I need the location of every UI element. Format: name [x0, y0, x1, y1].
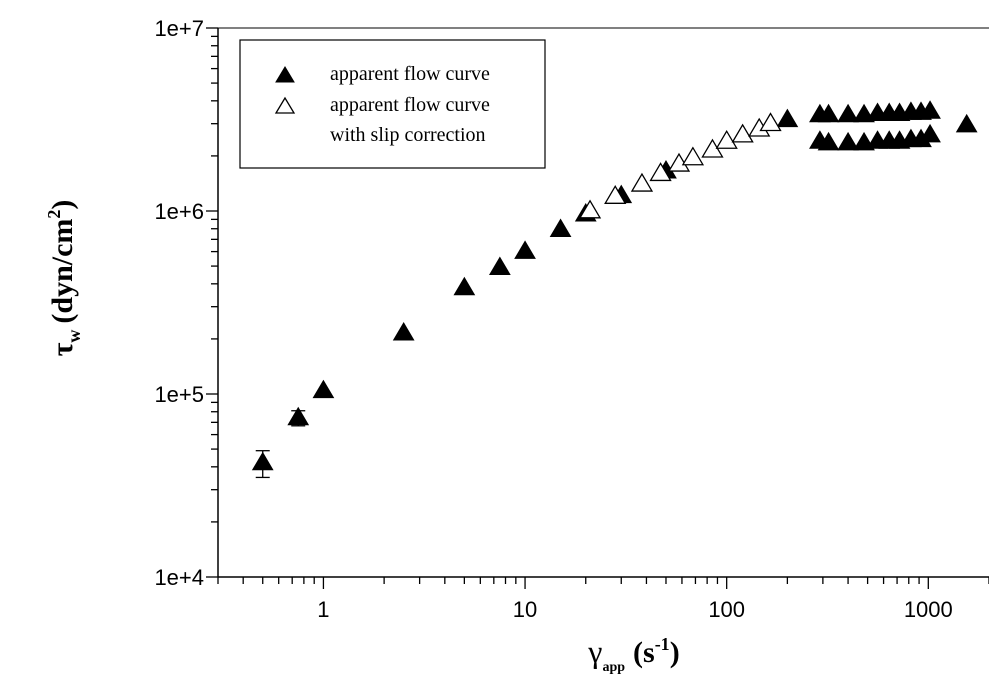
data-point-apparent	[837, 103, 859, 123]
y-axis-label-unit: (dyn/cm	[46, 219, 79, 324]
x-axis-label-symbol: γ	[587, 633, 602, 669]
y-axis-label-close: )	[46, 200, 79, 210]
data-point-apparent	[453, 276, 476, 296]
y-axis-label-exponent: 2	[44, 210, 64, 219]
data-point-slip-corrected	[715, 129, 738, 149]
data-point-apparent	[514, 240, 536, 259]
data-point-apparent	[287, 406, 310, 426]
axis-ticks	[206, 27, 989, 589]
data-point-slip-corrected	[578, 199, 602, 219]
y-tick-label: 1e+6	[154, 199, 204, 224]
data-point-apparent	[488, 256, 511, 275]
data-point-slip-corrected	[630, 172, 654, 192]
y-tick-label: 1e+7	[154, 16, 204, 41]
tick-labels: 1 10 100 1000 1e+4 1e+5 1e+6 1e+7	[154, 16, 952, 622]
data-point-slip-corrected	[681, 146, 705, 166]
legend-marker-filled-triangle	[275, 66, 295, 83]
x-tick-label: 10	[513, 597, 537, 622]
y-axis-label: τw (dyn/cm2)	[44, 200, 84, 357]
data-point-apparent	[919, 123, 941, 143]
data-points	[251, 100, 978, 471]
legend: apparent flow curve apparent flow curve w…	[239, 39, 546, 169]
legend-box	[239, 39, 546, 169]
x-axis-label-exponent: -1	[655, 634, 670, 654]
data-point-apparent	[392, 321, 415, 341]
x-tick-label: 100	[708, 597, 745, 622]
data-point-apparent	[919, 100, 941, 119]
data-point-apparent	[837, 131, 859, 151]
x-axis-label-close: )	[670, 636, 680, 669]
y-axis-label-symbol: τ	[46, 342, 79, 356]
x-tick-label: 1000	[904, 597, 953, 622]
data-point-slip-corrected	[731, 123, 754, 143]
data-point-apparent	[817, 103, 840, 123]
x-tick-label: 1	[317, 597, 329, 622]
y-axis-label-subscript: w	[64, 330, 84, 343]
data-point-apparent	[817, 131, 840, 151]
x-axis-label-unit: (s	[633, 636, 655, 669]
legend-label-apparent-flow: apparent flow curve	[330, 63, 490, 85]
legend-label-slip-correction: apparent flow curve with slip correction	[330, 94, 490, 146]
data-point-apparent	[251, 451, 274, 471]
data-point-apparent	[312, 379, 335, 399]
data-point-slip-corrected	[649, 162, 672, 182]
legend-label-line: apparent flow curve	[330, 94, 490, 116]
legend-label-line: apparent flow curve	[330, 63, 490, 85]
data-point-apparent	[776, 108, 799, 128]
legend-marker-open-triangle	[274, 96, 296, 114]
data-point-slip-corrected	[759, 112, 782, 132]
y-tick-label: 1e+5	[154, 382, 204, 407]
data-point-slip-corrected	[604, 185, 627, 204]
data-point-apparent	[955, 113, 978, 133]
y-tick-label: 1e+4	[154, 565, 204, 590]
x-axis-label-subscript: app	[602, 660, 625, 675]
legend-label-line: with slip correction	[330, 124, 486, 146]
data-point-apparent	[549, 218, 572, 238]
x-axis-label: γapp (s-1)	[587, 633, 679, 675]
